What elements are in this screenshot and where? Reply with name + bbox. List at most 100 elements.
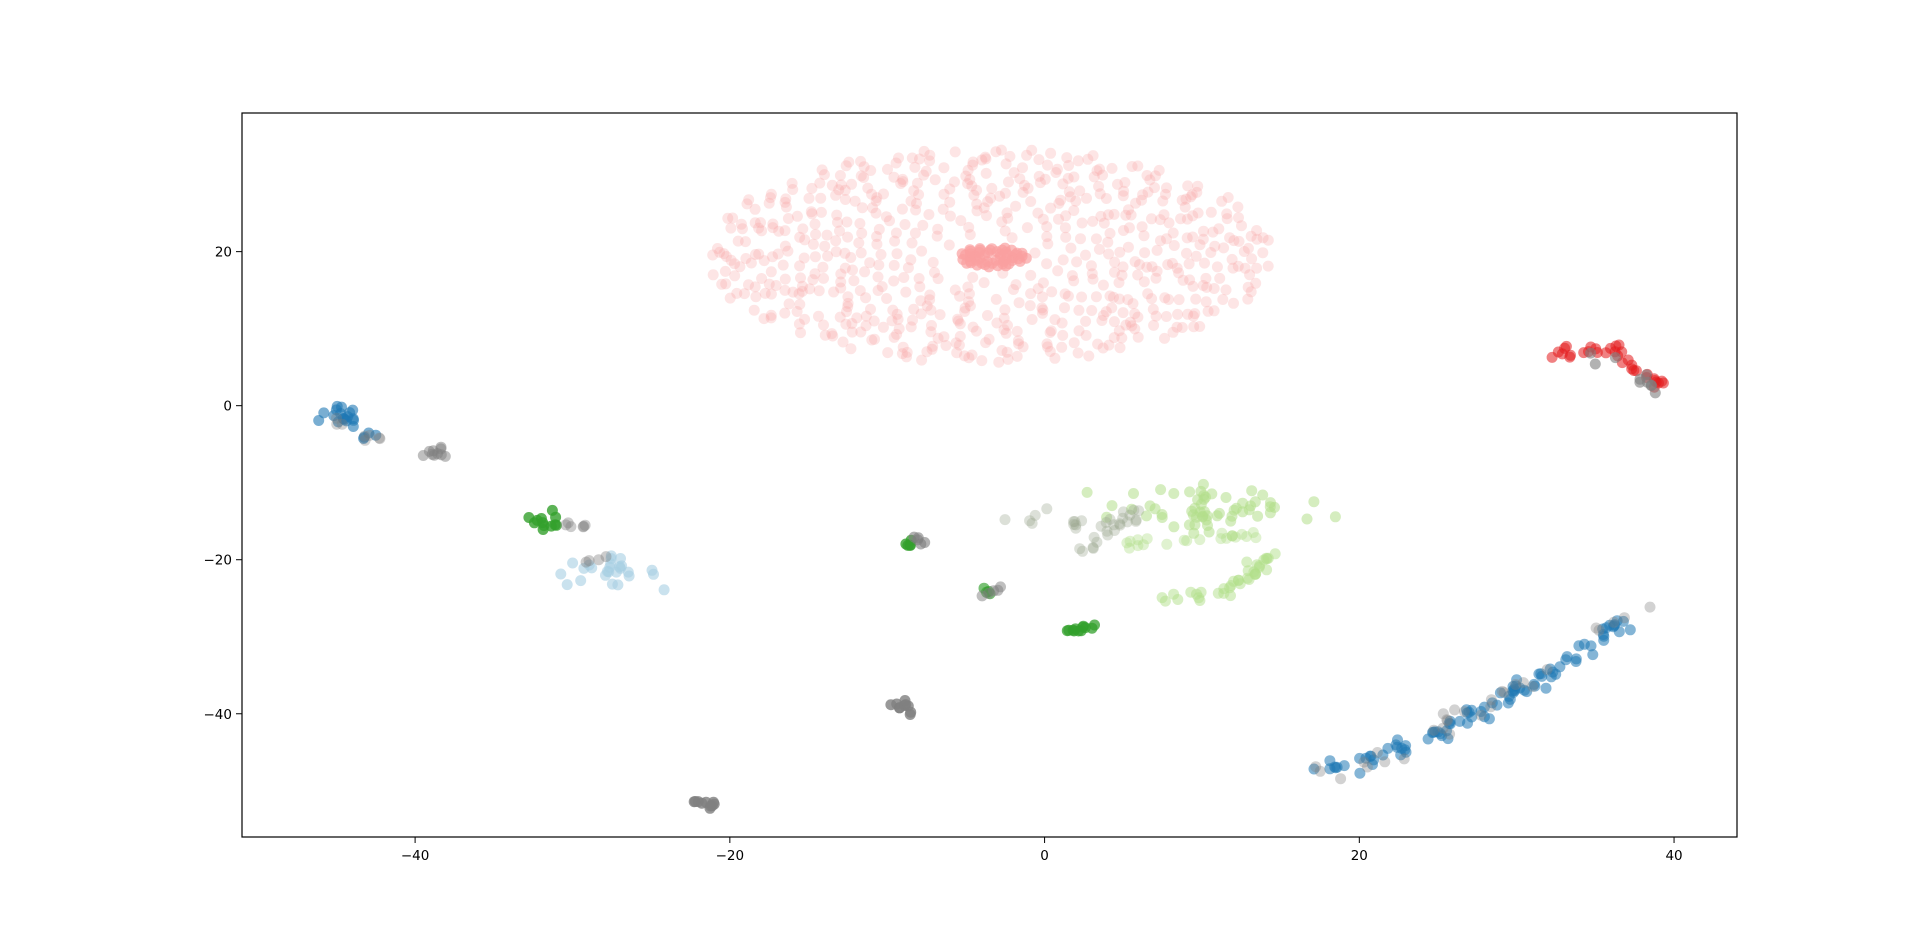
point-pink-spiral-halo: [1098, 217, 1110, 229]
point-gray-a: [560, 519, 572, 531]
point-pink-spiral-halo: [971, 205, 983, 217]
point-pink-spiral-halo: [998, 312, 1010, 324]
point-pink-spiral-halo: [1037, 307, 1048, 319]
point-pink-spiral-halo: [980, 167, 992, 179]
point-pink-spiral-halo: [980, 337, 992, 349]
point-pink-spiral-halo: [1008, 284, 1019, 295]
point-pink-spiral-halo: [743, 194, 755, 206]
point-light-green-upper: [1195, 485, 1207, 497]
point-pink-spiral-halo: [1132, 269, 1144, 281]
point-light-green-mid: [1194, 534, 1206, 546]
point-blue-arc: [1367, 759, 1378, 770]
point-pink-spiral-halo: [915, 308, 927, 320]
point-pink-spiral-halo: [882, 347, 894, 359]
point-pink-spiral-halo: [720, 278, 732, 290]
point-pink-spiral-halo: [1017, 162, 1028, 174]
point-pink-spiral-halo: [1151, 265, 1163, 277]
point-pink-spiral-halo: [725, 254, 737, 266]
point-pink-spiral-halo: [780, 201, 792, 213]
point-gray-arc: [1441, 714, 1453, 726]
point-pink-spiral-halo: [1187, 280, 1199, 292]
point-pink-spiral-halo: [1080, 249, 1091, 261]
point-pink-spiral-halo: [813, 310, 824, 322]
point-pink-spiral-halo: [1072, 347, 1084, 359]
y-tick-label: −40: [204, 707, 233, 723]
point-pink-spiral-halo: [1189, 308, 1201, 320]
point-light-green-upper: [1126, 503, 1138, 515]
point-pink-spiral-halo: [900, 286, 912, 298]
point-pink-spiral-halo: [907, 314, 918, 326]
point-pink-spiral-halo: [1026, 314, 1038, 325]
point-gray-green-mix: [1041, 503, 1053, 515]
point-pink-spiral-halo: [830, 235, 842, 247]
point-pink-spiral-halo: [855, 247, 867, 259]
point-pink-spiral-halo: [1191, 186, 1203, 198]
point-light-blue-a: [658, 584, 670, 596]
point-light-green-mid: [1215, 533, 1227, 545]
point-pink-spiral-core: [992, 260, 1004, 272]
point-pink-spiral-halo: [840, 318, 852, 330]
point-pink-spiral-halo: [1134, 259, 1145, 271]
point-gray-a-2: [600, 551, 612, 563]
point-pink-spiral-halo: [860, 292, 872, 304]
point-pink-spiral-halo: [765, 288, 777, 300]
point-pink-spiral-halo: [1097, 169, 1109, 181]
point-pink-spiral-halo: [1161, 182, 1172, 194]
point-pink-spiral-halo: [1019, 179, 1030, 191]
point-light-green-arc: [1185, 586, 1197, 598]
point-pink-spiral-halo: [816, 164, 828, 176]
point-pink-spiral-halo: [1213, 223, 1225, 235]
point-gray-arc: [1510, 679, 1522, 690]
point-pink-spiral-halo: [714, 246, 726, 258]
point-pink-spiral-halo: [1244, 269, 1256, 281]
point-light-blue-a: [612, 579, 624, 591]
point-pink-spiral-halo: [995, 144, 1007, 156]
point-pink-spiral-halo: [1001, 207, 1013, 219]
point-pink-spiral-halo: [1057, 178, 1069, 190]
point-pink-spiral-halo: [1226, 253, 1238, 265]
point-pink-spiral-halo: [920, 165, 932, 177]
point-pink-spiral-halo: [1113, 277, 1125, 289]
point-pink-spiral-halo: [858, 161, 870, 173]
point-gray-green-mix: [1101, 525, 1113, 537]
point-gray-green-mix: [1130, 515, 1142, 527]
point-pink-spiral-halo: [856, 227, 868, 239]
point-pink-spiral-halo: [953, 339, 965, 351]
point-pink-spiral-halo: [841, 216, 853, 228]
point-pink-spiral-halo: [787, 286, 799, 298]
point-pink-spiral-halo: [912, 177, 923, 189]
point-pink-spiral-halo: [1199, 257, 1210, 269]
point-pink-spiral-halo: [910, 204, 922, 216]
point-green-d: [1061, 625, 1073, 637]
point-pink-spiral-halo: [1239, 262, 1251, 274]
point-pink-spiral-halo: [962, 164, 974, 176]
point-pink-spiral-halo: [1163, 294, 1175, 305]
point-pink-spiral-halo: [1123, 204, 1134, 216]
point-pink-spiral-halo: [1168, 240, 1180, 251]
point-pink-spiral-halo: [793, 318, 805, 330]
point-light-green-upper: [1301, 513, 1313, 525]
point-blue-arc: [1573, 640, 1585, 652]
point-pink-spiral-halo: [1093, 180, 1105, 192]
point-pink-spiral-halo: [1083, 350, 1095, 362]
point-pink-spiral-halo: [1118, 185, 1130, 197]
point-light-green-arc: [1249, 569, 1261, 580]
point-green-d: [1075, 625, 1087, 637]
point-pink-spiral-halo: [944, 183, 956, 195]
point-blue-left: [363, 427, 375, 439]
point-pink-spiral-halo: [1146, 213, 1157, 225]
point-gray-arc: [1314, 765, 1326, 777]
point-gray-d: [885, 699, 897, 711]
point-pink-spiral-halo: [1120, 319, 1132, 331]
point-pink-spiral-halo: [814, 177, 826, 189]
point-pink-spiral-halo: [1000, 158, 1012, 170]
point-pink-spiral-halo: [855, 155, 867, 167]
point-pink-spiral-halo: [1180, 193, 1192, 205]
point-gray-green-mix: [1070, 519, 1082, 531]
point-light-green-upper: [1329, 511, 1341, 523]
point-pink-spiral-halo: [1072, 155, 1084, 167]
point-pink-spiral-halo: [895, 178, 907, 189]
point-blue-arc: [1391, 741, 1403, 753]
point-pink-spiral-halo: [971, 184, 983, 196]
point-pink-spiral-halo: [779, 307, 791, 319]
